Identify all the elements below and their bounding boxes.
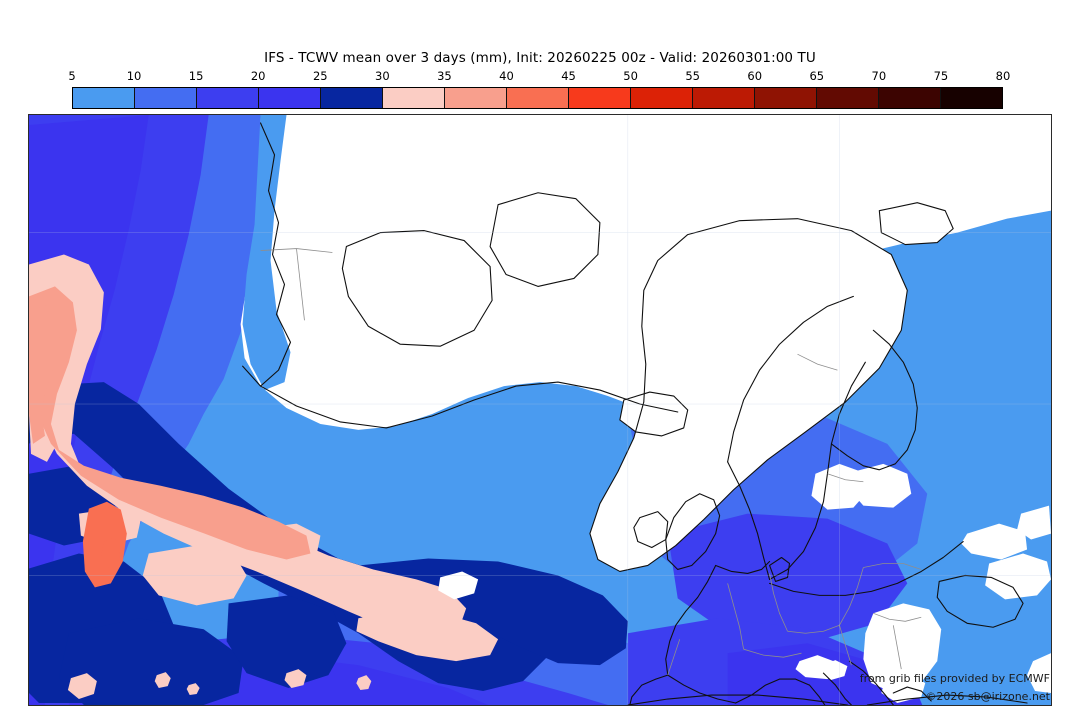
colorbar-swatch-65-70 [817,88,879,108]
colorbar-tick-60: 60 [747,69,763,83]
band-35-40-b [29,304,61,444]
coast-labrador-notch [242,115,291,391]
colorbar-tick-40: 40 [499,69,514,83]
colorbar-tick-labels: 5 10 15 20 25 30 35 40 45 50 55 60 65 70 75 80 [68,69,1010,83]
landmass-canada-arctic [240,115,1051,430]
colorbar-swatch-10-15 [135,88,197,108]
map-panel[interactable] [28,114,1052,706]
landmass-sinai-dry [1027,653,1051,694]
colorbar-tick-65: 65 [809,69,825,83]
colorbar-swatch-75-80 [941,88,1002,108]
band-40-45-b [100,537,121,568]
colorbar-swatches [72,87,1003,109]
colorbar-tick-45: 45 [561,69,576,83]
band-35-40 [29,286,311,560]
colorbar [72,87,1003,109]
colorbar-swatch-35-40 [445,88,507,108]
colorbar-swatch-30-35 [383,88,445,108]
colorbar-swatch-25-30 [321,88,383,108]
landmass-caucasus-snow [1017,505,1051,540]
landmass-norway-mtns-b [743,376,784,410]
credit-copyright: ©2026 sb@irizone.net [925,690,1050,703]
colorbar-tick-80: 80 [995,69,1011,83]
colorbar-tick-70: 70 [871,69,887,83]
colorbar-swatch-50-55 [631,88,693,108]
landmass-alps-b [820,660,848,681]
band-25-30-t1 [58,618,244,705]
country-borders [260,248,922,676]
landmass-carpathians [863,603,942,694]
coastlines [242,122,1028,705]
landmass-balkans [881,673,926,704]
landmass-finland-snow [849,463,912,508]
colorbar-tick-10: 10 [126,69,142,83]
colorbar-swatch-70-75 [879,88,941,108]
dry-patch-atlantic [438,571,479,600]
colorbar-tick-75: 75 [933,69,949,83]
colorbar-tick-20: 20 [250,69,266,83]
credit-source: from grib files provided by ECMWF [859,672,1050,685]
band-30-35-a [356,611,499,662]
colorbar-tick-30: 30 [375,69,390,83]
colorbar-tick-15: 15 [188,69,204,83]
colorbar-swatch-15-20 [197,88,259,108]
colorbar-swatch-20-25 [259,88,321,108]
graticule [29,115,1051,705]
landmass-anatolia-snow [985,553,1051,600]
band-25-30-t2 [226,595,347,689]
landmass-svalbard [879,202,954,245]
colorbar-swatch-60-65 [755,88,817,108]
map-canvas [29,115,1051,705]
colorbar-swatch-45-50 [569,88,631,108]
colorbar-swatch-40-45 [507,88,569,108]
pink-blob-4 [284,669,307,689]
band-30-35-c [142,545,247,606]
colorbar-tick-50: 50 [623,69,638,83]
colorbar-tick-55: 55 [685,69,700,83]
landmass-blacksea-north [961,523,1028,560]
colorbar-tick-5: 5 [68,69,76,83]
pink-blob-2 [154,672,171,689]
pink-blob-5 [356,675,372,691]
pink-blob-1 [67,673,97,700]
colorbar-tick-35: 35 [437,69,452,83]
colorbar-swatch-5-10 [73,88,135,108]
landmass-norway-mtns [721,406,766,454]
colorbar-swatch-55-60 [693,88,755,108]
landmass-sweden-mtns [785,328,826,365]
colorbar-tick-25: 25 [312,69,328,83]
pink-blob-3 [186,683,200,696]
chart-title: IFS - TCWV mean over 3 days (mm), Init: … [264,50,816,66]
